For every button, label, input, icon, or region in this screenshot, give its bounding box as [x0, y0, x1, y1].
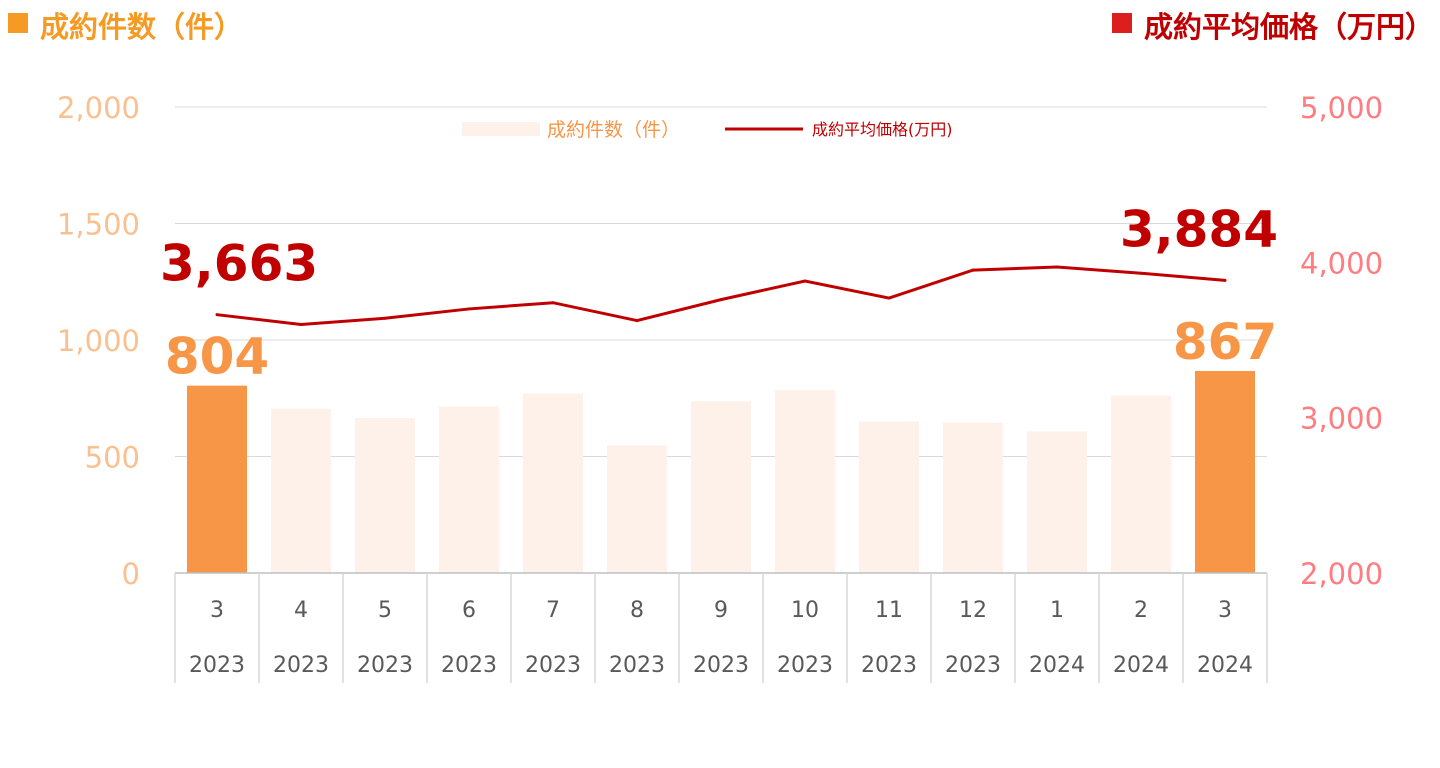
x-year-label: 2024: [1197, 653, 1253, 678]
x-year-label: 2023: [525, 653, 581, 678]
bar: [943, 422, 1003, 573]
x-year-label: 2023: [273, 653, 329, 678]
line-point: [887, 296, 891, 300]
line-point: [215, 313, 219, 317]
line-data-label: 3,884: [1120, 200, 1278, 258]
x-month-label: 3: [1218, 598, 1232, 623]
line-point: [1055, 265, 1059, 269]
left-y-tick-label: 1,500: [57, 208, 140, 242]
price-line: [216, 265, 1226, 326]
x-year-label: 2023: [357, 653, 413, 678]
left-axis-header: 成約件数（件）: [8, 4, 243, 46]
left-y-tick-label: 0: [122, 557, 140, 591]
x-month-label: 3: [210, 598, 224, 623]
line-point: [635, 319, 639, 323]
left-header-square-icon: [8, 13, 28, 33]
x-year-label: 2023: [609, 653, 665, 678]
right-header-label: 成約平均価格（万円）: [1143, 10, 1434, 44]
left-header-label: 成約件数（件）: [40, 10, 244, 44]
line-point: [467, 307, 471, 311]
x-year-label: 2024: [1113, 653, 1169, 678]
line-point: [971, 268, 975, 272]
x-month-label: 6: [462, 598, 476, 623]
x-month-label: 11: [875, 598, 903, 623]
bar: [1111, 395, 1171, 573]
legend: 成約件数（件） 成約平均価格(万円): [462, 119, 953, 141]
legend-bar-label: 成約件数（件）: [547, 119, 680, 141]
left-y-tick-label: 500: [85, 441, 140, 475]
line-point: [551, 301, 555, 305]
bar: [187, 385, 247, 573]
bar: [607, 445, 667, 573]
x-month-label: 12: [959, 598, 987, 623]
right-y-tick-label: 3,000: [1300, 402, 1383, 436]
legend-line-label: 成約平均価格(万円): [812, 120, 953, 139]
x-year-label: 2023: [861, 653, 917, 678]
right-header-square-icon: [1111, 13, 1132, 33]
line-point: [803, 279, 807, 283]
x-year-label: 2023: [945, 653, 1001, 678]
left-y-tick-label: 1,000: [57, 324, 140, 358]
x-month-label: 7: [546, 598, 560, 623]
x-year-label: 2023: [441, 653, 497, 678]
left-y-tick-label: 2,000: [57, 91, 140, 125]
bar: [1027, 431, 1087, 573]
bar: [691, 401, 751, 573]
right-axis-header: 成約平均価格（万円）: [1111, 4, 1434, 46]
left-y-axis: 0 500 1,000 1,500 2,000: [57, 91, 140, 591]
x-month-label: 9: [714, 598, 728, 623]
line-point: [383, 316, 387, 320]
right-y-tick-label: 4,000: [1300, 246, 1383, 280]
right-y-axis: 2,000 3,000 4,000 5,000: [1300, 91, 1383, 591]
bar-data-label: 804: [165, 328, 269, 386]
legend-bar-swatch: [462, 122, 540, 136]
right-y-tick-label: 5,000: [1300, 91, 1383, 125]
line-point: [719, 298, 723, 302]
bar-data-label: 867: [1173, 313, 1277, 371]
bar: [271, 408, 331, 573]
data-labels: 804 867 3,663 3,884: [160, 200, 1278, 385]
x-year-label: 2023: [777, 653, 833, 678]
x-month-label: 2: [1134, 598, 1148, 623]
line-point: [299, 322, 303, 326]
line-point: [1139, 271, 1143, 275]
bar: [1195, 370, 1255, 573]
line-point: [1223, 278, 1227, 282]
bar: [439, 406, 499, 573]
bar: [523, 393, 583, 573]
x-axis: 3 2023 4 2023 5 2023 6 2023 7 2023 8 2023 9 2023 10 202…: [174, 572, 1268, 683]
x-year-label: 2024: [1029, 653, 1085, 678]
bar: [775, 390, 835, 573]
x-month-label: 5: [378, 598, 392, 623]
x-year-label: 2023: [693, 653, 749, 678]
x-month-label: 8: [630, 598, 644, 623]
line-data-label: 3,663: [160, 235, 318, 293]
bar: [859, 421, 919, 573]
bar-series: [187, 370, 1255, 573]
line-series: [215, 265, 1227, 326]
x-month-label: 1: [1050, 598, 1064, 623]
bar: [355, 418, 415, 573]
right-y-tick-label: 2,000: [1300, 557, 1383, 591]
x-month-label: 10: [791, 598, 819, 623]
x-year-label: 2023: [189, 653, 245, 678]
x-month-label: 4: [294, 598, 308, 623]
